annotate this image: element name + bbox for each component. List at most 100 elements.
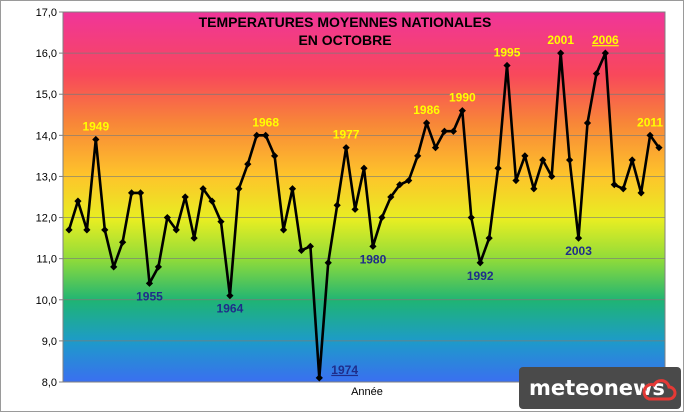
annotation-label: 2011 xyxy=(637,115,663,129)
annotation-label: 1964 xyxy=(217,302,244,316)
data-point xyxy=(548,172,556,181)
data-point xyxy=(279,226,288,234)
data-point xyxy=(369,242,377,250)
data-point xyxy=(65,226,73,234)
annotation-label: 1980 xyxy=(360,252,387,266)
data-point xyxy=(422,119,431,127)
data-point xyxy=(521,152,529,160)
data-point xyxy=(235,185,243,193)
data-point xyxy=(226,292,234,300)
annotation-label: 2001 xyxy=(547,33,574,47)
data-point xyxy=(136,189,145,197)
data-point xyxy=(512,176,520,185)
series-markers xyxy=(65,49,663,382)
data-point xyxy=(566,156,574,164)
data-point xyxy=(440,127,449,135)
data-point xyxy=(476,259,484,267)
data-point xyxy=(628,156,636,164)
y-tick-label: 13,0 xyxy=(36,171,57,183)
annotation-label: 1995 xyxy=(494,45,521,59)
data-point xyxy=(83,226,91,234)
data-point xyxy=(360,164,368,172)
data-point xyxy=(619,185,627,193)
data-point xyxy=(315,374,323,382)
data-point xyxy=(154,263,162,271)
data-point xyxy=(503,61,511,70)
data-point xyxy=(271,152,279,160)
annotation-label: 1949 xyxy=(82,119,109,133)
data-point xyxy=(324,259,332,267)
data-point xyxy=(610,181,618,189)
y-tick-label: 10,0 xyxy=(36,295,57,307)
data-point xyxy=(646,131,654,139)
annotation-label: 2003 xyxy=(565,244,592,258)
data-point xyxy=(557,49,565,57)
data-point xyxy=(539,156,547,164)
y-tick-label: 16,0 xyxy=(36,48,57,60)
y-tick-label: 14,0 xyxy=(36,130,57,142)
data-point xyxy=(494,164,502,172)
data-point xyxy=(199,185,207,193)
annotation-label: 1977 xyxy=(333,128,360,142)
data-point xyxy=(119,238,127,246)
data-point xyxy=(387,193,395,201)
annotation-label: 1990 xyxy=(449,91,476,105)
data-point xyxy=(405,176,413,185)
y-tick-label: 17,0 xyxy=(36,7,57,19)
y-tick-label: 12,0 xyxy=(36,213,57,225)
data-point xyxy=(110,263,118,271)
plot-background xyxy=(63,12,665,382)
data-point xyxy=(244,160,252,168)
data-point xyxy=(458,107,466,115)
data-point xyxy=(467,213,475,222)
annotation-label: 2006 xyxy=(592,33,619,47)
data-point xyxy=(297,246,306,255)
data-point xyxy=(592,70,601,78)
data-point xyxy=(530,185,538,193)
data-point xyxy=(74,197,82,205)
data-point xyxy=(101,226,109,234)
annotation-label: 1986 xyxy=(413,103,440,117)
data-point xyxy=(306,242,314,250)
data-point xyxy=(583,119,592,127)
data-point xyxy=(485,234,493,242)
logo-background xyxy=(519,367,681,409)
data-point xyxy=(181,193,189,201)
data-point xyxy=(449,127,457,135)
data-point xyxy=(414,152,422,160)
data-point xyxy=(637,189,645,197)
data-point xyxy=(288,185,297,193)
data-point xyxy=(601,49,609,57)
meteonews-logo: meteonews xyxy=(519,367,681,409)
y-tick-label: 8,0 xyxy=(42,377,57,389)
data-point xyxy=(163,213,171,222)
annotation-label: 1974 xyxy=(331,363,358,377)
data-point xyxy=(127,189,136,197)
data-point xyxy=(333,201,341,209)
data-point xyxy=(190,234,198,242)
data-point xyxy=(342,144,350,152)
data-point xyxy=(217,218,225,226)
data-point xyxy=(396,181,404,189)
data-point xyxy=(262,131,270,139)
y-axis-ticks: 8,0 9,0 10,0 11,0 12,0 13,0 14,0 15,0 16,0 17,0 xyxy=(36,7,63,389)
logo-text: meteonews xyxy=(529,376,665,400)
cloud-icon xyxy=(642,379,677,401)
data-point xyxy=(253,131,261,139)
chart-title-line-1: TEMPERATURES MOYENNES NATIONALES xyxy=(199,14,492,30)
y-tick-label: 11,0 xyxy=(36,254,57,266)
data-point xyxy=(574,234,583,242)
plot-border xyxy=(62,11,666,383)
annotation-label: 1955 xyxy=(136,289,163,303)
data-point xyxy=(172,226,180,234)
y-tick-label: 15,0 xyxy=(36,89,57,101)
data-point xyxy=(431,144,440,152)
data-point xyxy=(351,205,359,213)
data-point xyxy=(655,144,663,152)
annotations: 1949 1955 1964 1968 1974 1977 1980 1986 1990 1992… xyxy=(82,33,663,377)
annotation-label: 1968 xyxy=(252,115,279,129)
y-tick-label: 9,0 xyxy=(42,336,57,348)
chart-title-line-2: EN OCTOBRE xyxy=(298,32,391,48)
